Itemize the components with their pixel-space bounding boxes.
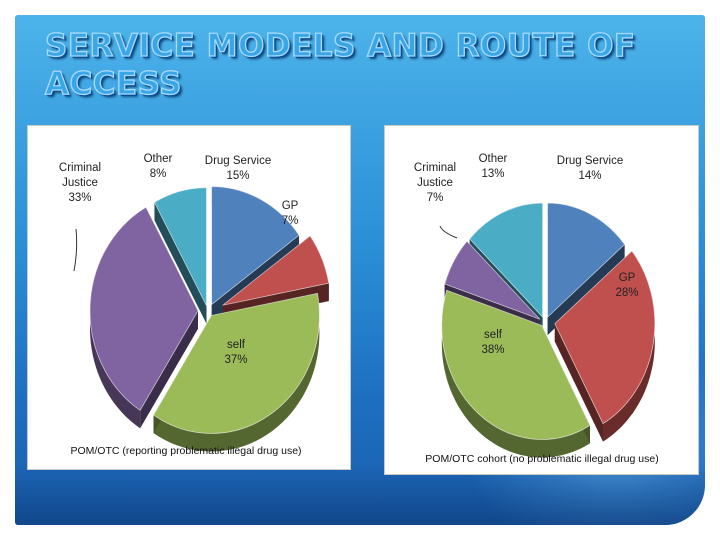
slice-side-gp bbox=[603, 251, 655, 442]
data-label-self: self 37% bbox=[224, 339, 247, 366]
data-label-other: Other 8% bbox=[144, 153, 173, 180]
data-label-drug-service: Drug Service 15% bbox=[205, 155, 271, 182]
pie-slice-criminal-justice bbox=[444, 240, 541, 320]
pie-slices bbox=[89, 186, 330, 434]
pie-chart-problematic-use: Drug Service 15% GP 7% self 37% Criminal Justic… bbox=[59, 153, 330, 457]
pie-slice-other bbox=[469, 202, 544, 319]
data-label-self: self 38% bbox=[481, 329, 504, 356]
pie-slices bbox=[441, 202, 656, 440]
pie-chart-no-problematic-use: Drug Service 14% GP 28% self 38% Criminal Justi… bbox=[414, 153, 659, 465]
slice-side-self bbox=[153, 293, 320, 452]
pie-slice-self bbox=[152, 292, 320, 434]
background-bottom-band bbox=[15, 465, 705, 525]
chart-caption: POM/OTC cohort (no problematic illegal d… bbox=[425, 453, 658, 465]
slide-title: SERVICE MODELS AND ROUTE OF ACCESS bbox=[44, 27, 636, 102]
data-label-other: Other 13% bbox=[479, 153, 508, 180]
slice-side-self bbox=[441, 290, 590, 458]
pie-slice-other bbox=[153, 187, 207, 306]
pie-slice-drug-service bbox=[547, 202, 626, 319]
label-leader-line bbox=[439, 225, 458, 239]
pie-slice-gp bbox=[554, 250, 656, 425]
pie-slice-criminal-justice bbox=[89, 206, 199, 411]
chart-panel-right: Drug Service 14% GP 28% self 38% Criminal Justi… bbox=[384, 125, 699, 475]
pie-slice-self bbox=[441, 289, 591, 440]
pie-slice-gp bbox=[222, 235, 330, 306]
data-label-drug-service: Drug Service 14% bbox=[557, 155, 623, 182]
data-label-gp: GP 7% bbox=[282, 200, 299, 227]
chart-panel-left: Drug Service 15% GP 7% self 37% Criminal Justic… bbox=[27, 125, 351, 470]
data-label-gp: GP 28% bbox=[615, 272, 638, 299]
slice-wall-other bbox=[154, 202, 207, 324]
label-leader-line bbox=[73, 228, 78, 272]
pie-slice-drug-service bbox=[211, 186, 300, 306]
slice-wall-criminal-justice bbox=[140, 310, 199, 429]
data-label-criminal-justice: Criminal Justice 7% bbox=[414, 162, 456, 204]
slice-wall-gp bbox=[554, 323, 603, 442]
data-label-criminal-justice: Criminal Justice 33% bbox=[59, 162, 101, 204]
chart-caption: POM/OTC (reporting problematic illegal d… bbox=[70, 445, 301, 457]
